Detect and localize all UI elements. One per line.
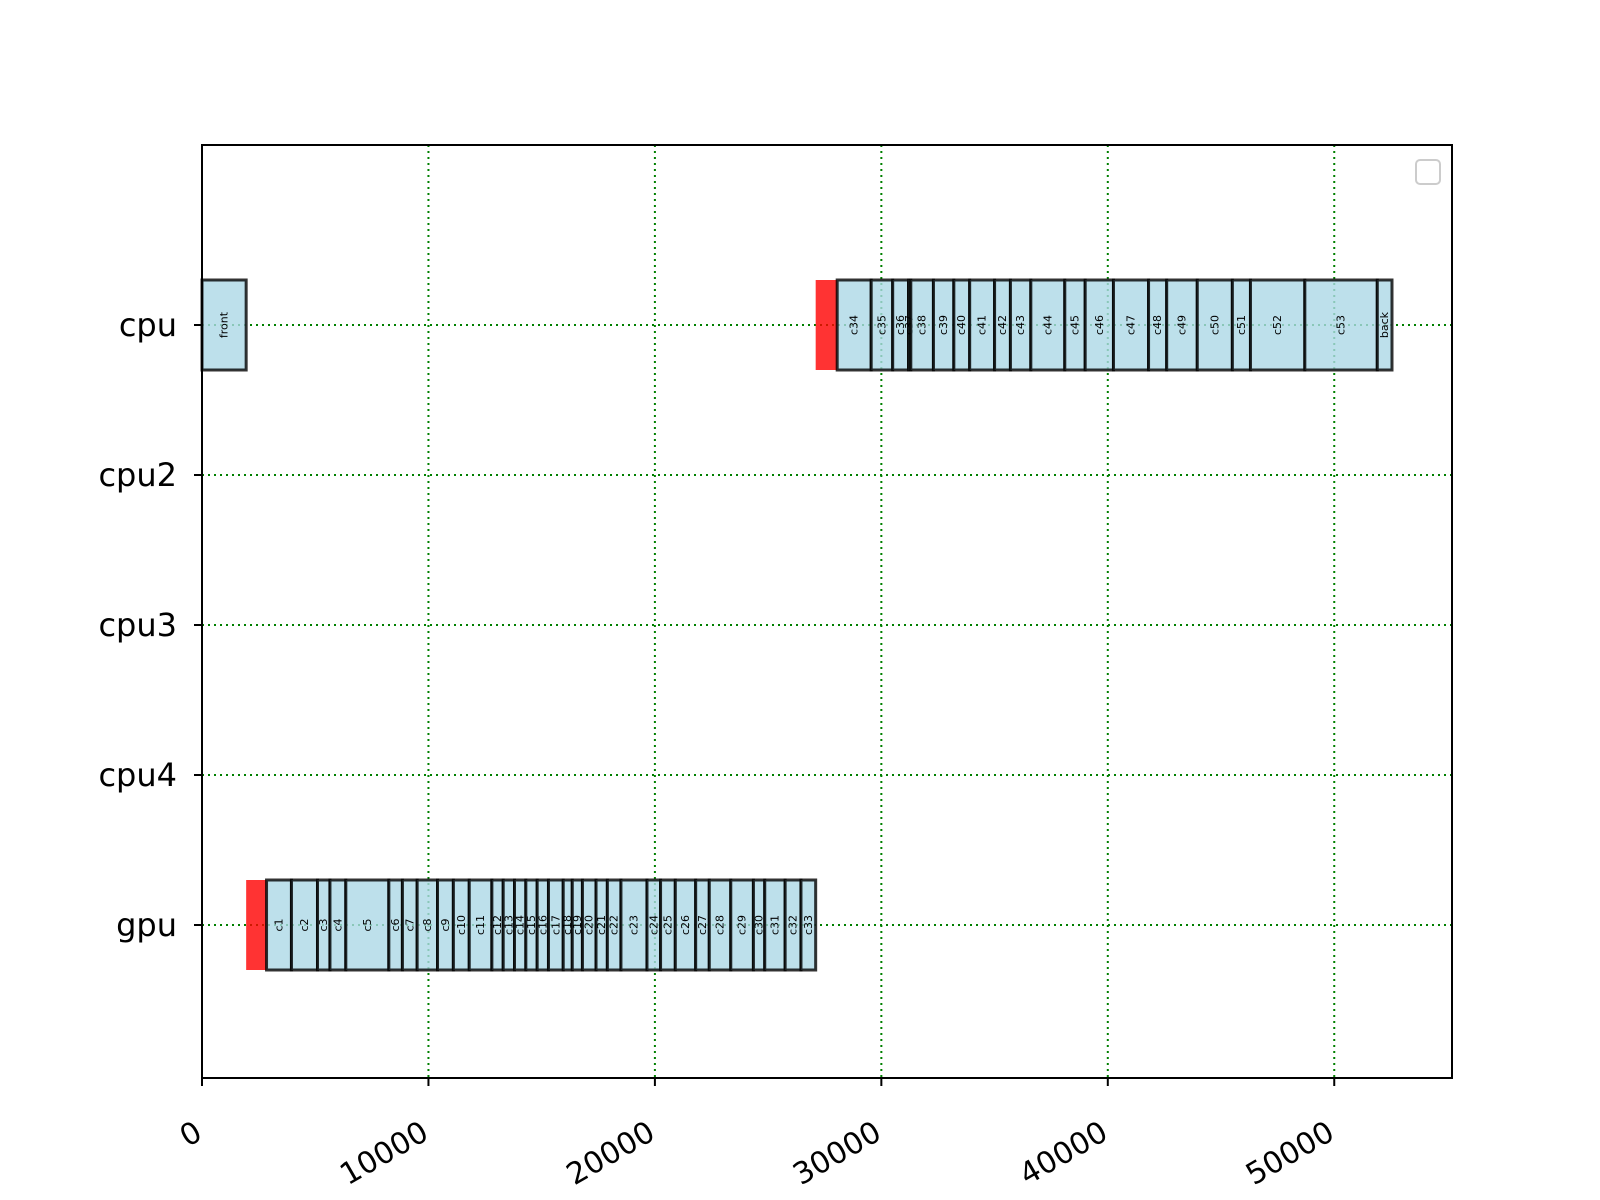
task-label: c16: [536, 915, 549, 935]
task-label: c13: [502, 915, 515, 935]
task-label: c32: [787, 915, 800, 935]
task-label: c53: [1335, 315, 1348, 335]
task-label: c10: [455, 915, 468, 935]
task-bar: [799, 878, 818, 972]
task-label: c45: [1068, 315, 1081, 335]
task-bar: [1375, 278, 1394, 372]
task-label: c28: [714, 915, 727, 935]
task-bar: [1195, 278, 1234, 372]
task-bars: frontc34c35c36c37c38c39c40c41c42c43c44c4…: [200, 278, 1394, 972]
task-label: c22: [608, 915, 621, 935]
task-label: c1: [272, 918, 285, 931]
task-label: c29: [736, 915, 749, 935]
task-label: c3: [317, 918, 330, 931]
y-tick-label: cpu4: [98, 756, 177, 794]
task-label: c39: [937, 315, 950, 335]
task-bar: [200, 278, 248, 372]
x-tick-label: 20000: [561, 1115, 661, 1193]
task-label: c33: [802, 915, 815, 935]
task-label: c12: [491, 915, 504, 935]
task-label: c38: [916, 315, 929, 335]
y-tick-label: gpu: [116, 906, 177, 944]
x-tick-label: 0: [174, 1115, 208, 1155]
task-label: c44: [1041, 315, 1054, 335]
y-tick-label: cpu2: [98, 456, 177, 494]
task-label: c48: [1151, 315, 1164, 335]
task-label: c40: [955, 315, 968, 335]
task-label: c5: [361, 918, 374, 931]
task-label: c34: [848, 315, 861, 335]
task-label: c31: [768, 915, 781, 935]
task-label: c25: [661, 915, 674, 935]
task-label: back: [1378, 311, 1391, 338]
task-label: c42: [996, 315, 1009, 335]
task-label: c24: [647, 915, 660, 935]
task-bar: [1248, 278, 1307, 372]
task-label: c36: [894, 315, 907, 335]
y-tick-label: cpu3: [98, 606, 177, 644]
task-label: c49: [1175, 315, 1188, 335]
x-tick-label: 40000: [1014, 1115, 1114, 1193]
task-label: front: [218, 311, 231, 338]
task-label: c11: [474, 915, 487, 935]
task-bar: [1111, 278, 1151, 372]
task-label: c26: [679, 915, 692, 935]
task-bar: [1165, 278, 1199, 372]
task-label: c43: [1014, 315, 1027, 335]
task-label: c8: [421, 918, 434, 931]
task-label: c19: [571, 915, 584, 935]
task-label: c20: [583, 915, 596, 935]
task-label: c4: [331, 918, 344, 931]
task-bar: [289, 878, 319, 972]
task-bar: [265, 878, 293, 972]
task-label: c51: [1235, 315, 1248, 335]
task-label: c21: [595, 915, 608, 935]
task-label: c7: [403, 918, 416, 931]
x-tick-label: 30000: [787, 1115, 887, 1193]
task-label: c15: [525, 915, 538, 935]
task-bar: [344, 878, 391, 972]
task-label: c52: [1271, 315, 1284, 335]
task-bar: [1303, 278, 1379, 372]
task-label: c35: [875, 315, 888, 335]
task-label: c9: [439, 918, 452, 931]
task-label: c47: [1125, 315, 1138, 335]
task-label: c2: [298, 918, 311, 931]
task-label: c14: [514, 915, 527, 935]
plot-frame: [201, 144, 1453, 1079]
transfer-bar: [815, 280, 838, 370]
x-tick-label: 50000: [1240, 1115, 1340, 1193]
task-label: c30: [753, 915, 766, 935]
task-label: c27: [696, 915, 709, 935]
task-label: c50: [1208, 315, 1221, 335]
task-label: c6: [389, 918, 402, 931]
task-label: c23: [627, 915, 640, 935]
x-tick-label: 10000: [334, 1115, 434, 1193]
task-label: c46: [1093, 315, 1106, 335]
legend-box: [1415, 159, 1441, 185]
task-bar: [835, 278, 873, 372]
y-tick-label: cpu: [119, 306, 177, 344]
task-label: c17: [549, 915, 562, 935]
transfer-bar: [246, 880, 267, 970]
task-label: c41: [976, 315, 989, 335]
task-bar: [968, 278, 997, 372]
